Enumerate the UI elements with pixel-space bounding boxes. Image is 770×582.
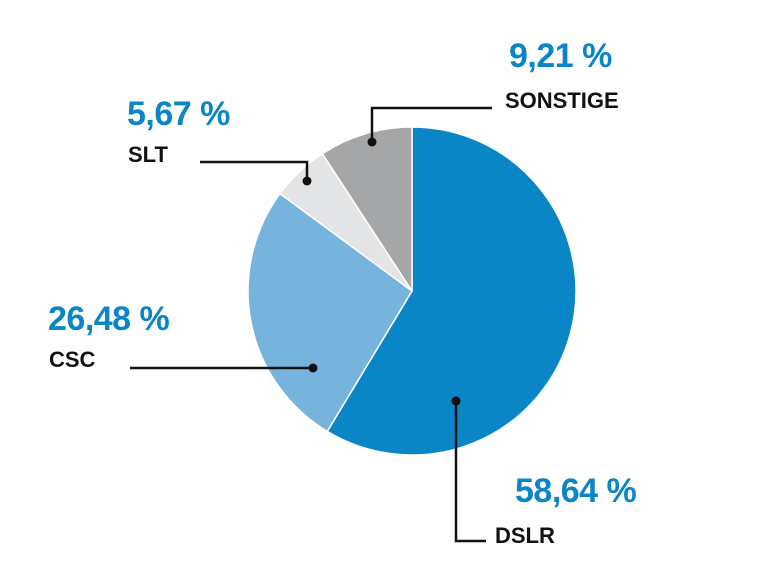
leader-line-sonstige (370, 106, 492, 142)
pie-slice-csc (247, 192, 413, 433)
leader-dot-dslr (451, 396, 461, 406)
category-label-sonstige: SONSTIGE (505, 88, 619, 113)
value-label-dslr: 58,64 % (515, 472, 637, 510)
pie-slice-dslr (326, 126, 577, 456)
leader-line-slt (200, 160, 309, 181)
pie-slices (247, 126, 577, 456)
pie-slice-sonstige (321, 126, 413, 292)
value-label-sonstige: 9,21 % (509, 37, 612, 75)
value-label-slt: 5,67 % (127, 95, 230, 133)
leader-lines (130, 106, 492, 543)
category-label-csc: CSC (49, 347, 96, 372)
leader-dot-sonstige (367, 137, 377, 147)
leader-dot-slt (302, 176, 312, 186)
category-label-slt: SLT (128, 142, 168, 167)
category-label-dslr: DSLR (495, 523, 555, 548)
slice-labels: 58,64 % DSLR 26,48 % CSC 5,67 % SLT 9,21… (48, 37, 637, 548)
leader-line-dslr (454, 401, 486, 543)
value-label-csc: 26,48 % (48, 300, 170, 338)
leader-dot-csc (308, 363, 318, 373)
